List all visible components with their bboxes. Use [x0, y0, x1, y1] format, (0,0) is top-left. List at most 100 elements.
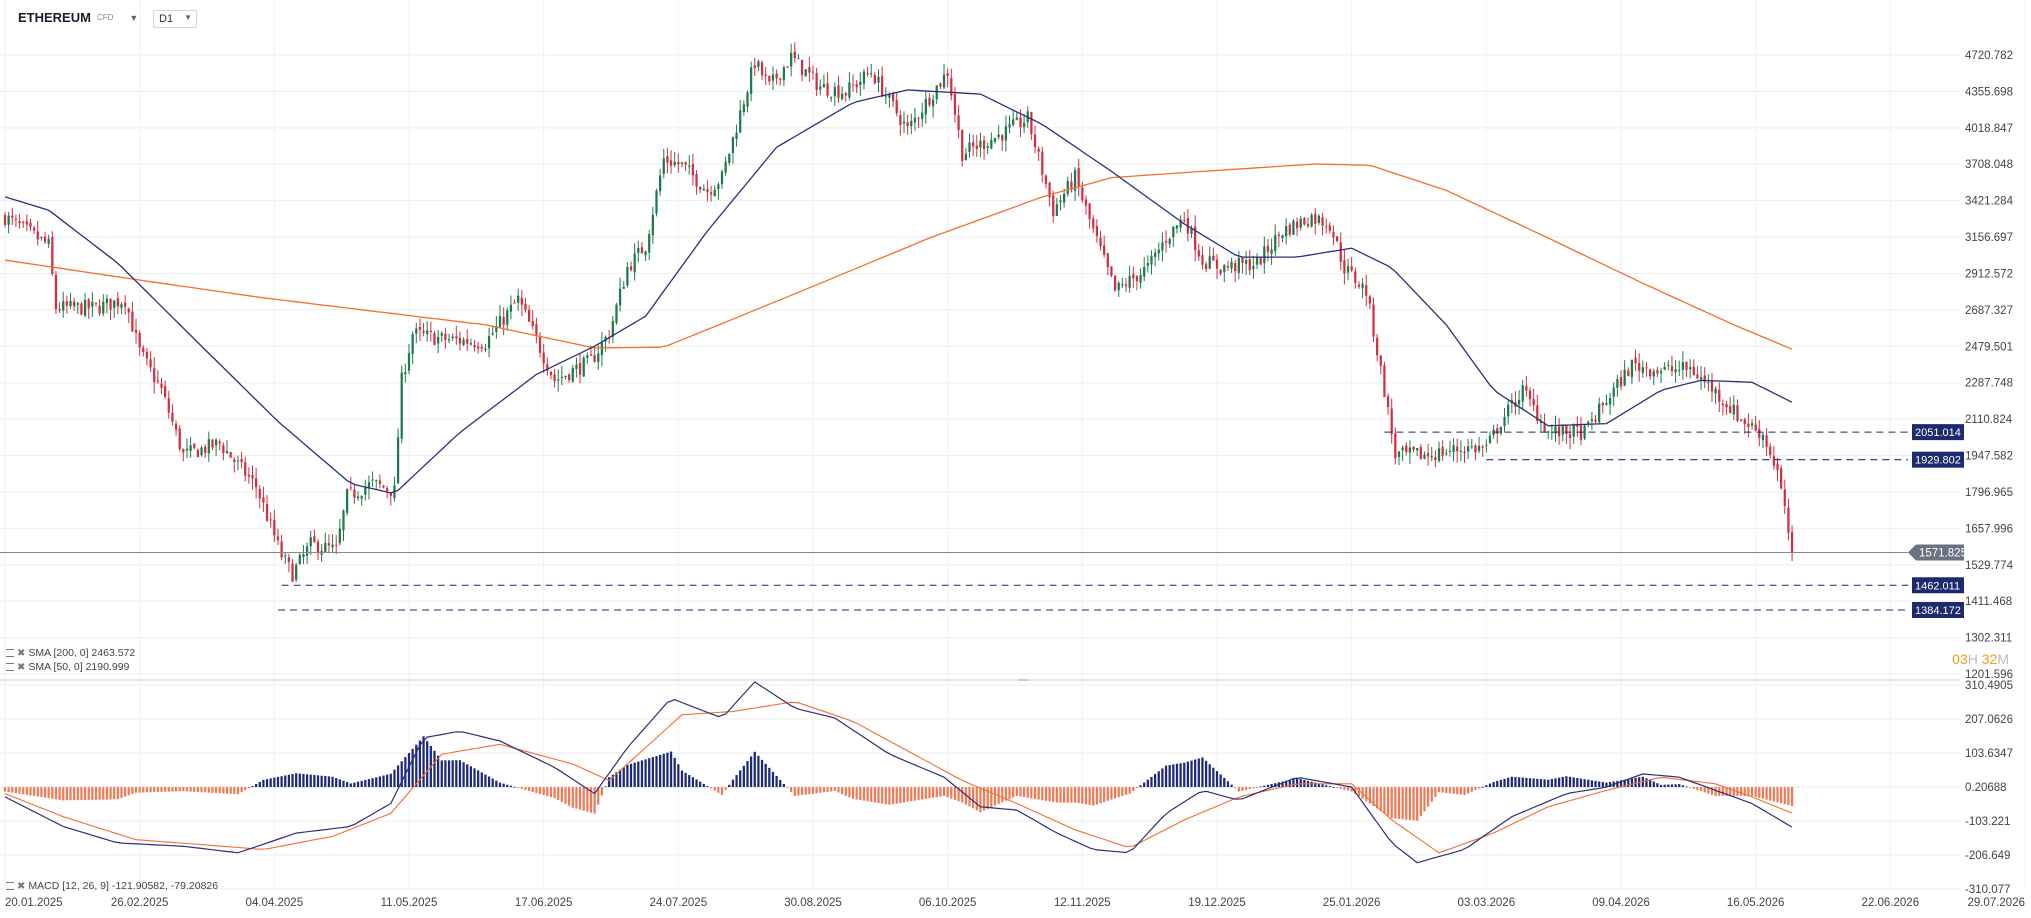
settings-icon[interactable] [6, 882, 14, 890]
candle-body [1077, 168, 1080, 187]
symbol-selector[interactable]: ETHEREUM CFD ▼ [18, 10, 138, 25]
candle-body [1339, 242, 1342, 262]
candle [1379, 355, 1382, 375]
macd-hist-bar [1601, 782, 1604, 788]
candle-body [371, 479, 374, 481]
macd-hist-bar [742, 765, 745, 788]
candle-body [826, 83, 829, 96]
macd-hist-bar [1033, 787, 1037, 799]
candle [633, 243, 636, 281]
candle [826, 72, 829, 98]
candle [1394, 427, 1397, 465]
candle [349, 476, 352, 491]
candle-body [1732, 404, 1735, 415]
macd-hist-bar [797, 787, 800, 796]
macd-hist-bar [739, 770, 742, 788]
candle-body [1055, 204, 1058, 216]
macd-axis-tick: -310.077 [1965, 884, 2010, 896]
candle-body [378, 480, 382, 484]
time-axis-tick: 12.11.2025 [1054, 897, 1111, 909]
macd-hist-bar [1015, 787, 1018, 796]
candle-body [58, 309, 61, 311]
candle-body [775, 73, 778, 79]
legend-sma200[interactable]: ✖ SMA [200, 0] 2463.572 [6, 647, 135, 659]
candle [1430, 446, 1433, 462]
candle-body [1350, 266, 1353, 271]
candle-body [1037, 148, 1040, 152]
macd-axis-tick: -103.221 [1965, 816, 2010, 828]
candle-body [316, 541, 320, 554]
macd-hist-bar [1547, 779, 1550, 788]
macd-hist-bar [942, 787, 946, 796]
macd-hist-bar [1557, 777, 1561, 788]
macd-hist-bar [54, 787, 58, 800]
macd-hist-bar [1121, 787, 1124, 797]
macd-hist-bar [1517, 777, 1521, 788]
macd-hist-bar [746, 761, 749, 788]
candle [298, 552, 301, 566]
candle-body [54, 274, 58, 310]
close-icon[interactable]: ✖ [17, 661, 26, 673]
macd-hist-bar [618, 769, 622, 788]
macd-hist-bar [1481, 786, 1484, 788]
macd-hist-bar [749, 756, 753, 788]
candle [342, 509, 345, 542]
candle-body [1714, 388, 1717, 394]
candle [1255, 253, 1259, 270]
legend-macd[interactable]: ✖ MACD [12, 26, 9] -121.90582, -79.20826 [6, 880, 218, 892]
candle [87, 297, 90, 319]
candle-body [699, 187, 702, 190]
candle [1103, 235, 1106, 258]
settings-icon[interactable] [6, 649, 14, 657]
candle-body [1452, 445, 1455, 452]
candle-body [145, 351, 149, 359]
candle-body [1670, 366, 1674, 371]
candle [1590, 411, 1594, 431]
candle [1044, 174, 1048, 189]
candle-body [69, 300, 72, 307]
candle-body [102, 301, 105, 314]
candle [149, 351, 152, 373]
macd-hist-bar [1325, 785, 1328, 788]
candle [881, 66, 884, 98]
macd-hist-bar [1092, 787, 1095, 806]
candle-body [1623, 369, 1626, 386]
candle [113, 300, 116, 319]
macd-hist-bar [1099, 787, 1102, 804]
candle-body [349, 487, 352, 489]
candle [1528, 387, 1532, 407]
candle [502, 307, 505, 336]
macd-hist-bar [1467, 787, 1470, 794]
candle-body [669, 160, 673, 166]
chevron-down-icon[interactable]: ▼ [129, 12, 139, 23]
macd-hist-bar [910, 787, 913, 802]
candle-body [626, 267, 629, 286]
candle [527, 304, 531, 322]
candle-body [1445, 453, 1448, 455]
candle [1405, 442, 1408, 456]
candle [571, 364, 574, 383]
candle [1648, 368, 1652, 380]
legend-sma50[interactable]: ✖ SMA [50, 0] 2190.999 [6, 661, 129, 673]
timeframe-select[interactable]: D1 ▼ [153, 10, 197, 28]
candle [1678, 360, 1681, 377]
time-axis-tick: 24.07.2025 [650, 897, 708, 909]
macd-hist-bar [651, 757, 654, 788]
candle-body [1550, 432, 1553, 434]
macd-hist-bar [1452, 787, 1455, 794]
settings-icon[interactable] [6, 663, 14, 671]
candle-body [1459, 450, 1462, 452]
close-icon[interactable]: ✖ [17, 880, 26, 892]
candle [1681, 351, 1685, 380]
candle-body [386, 488, 389, 491]
macd-hist-bar [1510, 776, 1513, 788]
macd-hist-bar [815, 787, 818, 794]
macd-hist-bar [1128, 787, 1131, 794]
candle [844, 92, 847, 102]
candle [1743, 417, 1746, 434]
macd-hist-bar [185, 787, 189, 792]
macd-hist-bar [520, 787, 523, 789]
close-icon[interactable]: ✖ [17, 647, 26, 659]
macd-hist-bar [1416, 787, 1419, 821]
